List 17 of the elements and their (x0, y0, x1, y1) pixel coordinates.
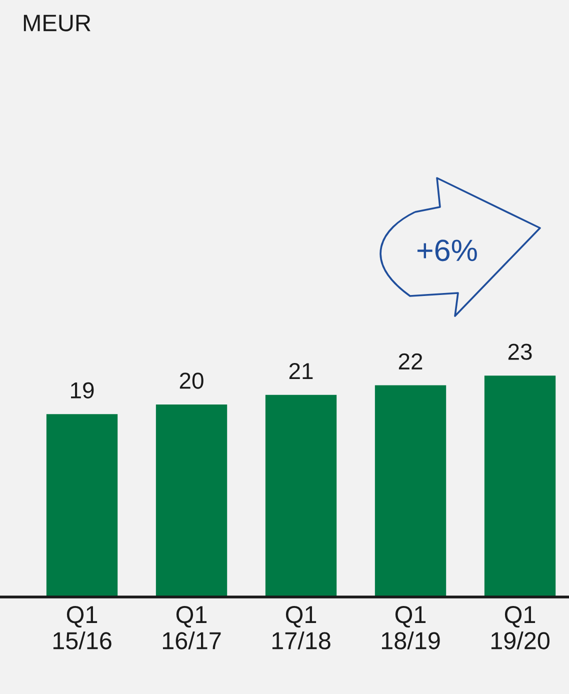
data-label: 19 (71, 382, 94, 398)
x-tick-label: Q1 18/19 (382, 606, 440, 650)
data-label: 22 (398, 353, 422, 370)
x-tick-label: Q1 17/18 (272, 606, 330, 650)
x-tick-label: Q1 15/16 (53, 606, 112, 650)
text: +6% (417, 240, 477, 262)
data-label: 23 (508, 344, 532, 360)
x-tick-label: Q1 19/20 (491, 606, 550, 650)
data-label: 21 (289, 362, 313, 379)
bar (374, 385, 446, 597)
chart-title: MEUR (24, 14, 90, 32)
bar (156, 404, 228, 597)
bar (46, 414, 118, 597)
bar (484, 376, 556, 597)
x-tick-label: Q1 16/17 (162, 606, 221, 650)
bar (265, 394, 337, 597)
data-label: 20 (180, 372, 204, 389)
